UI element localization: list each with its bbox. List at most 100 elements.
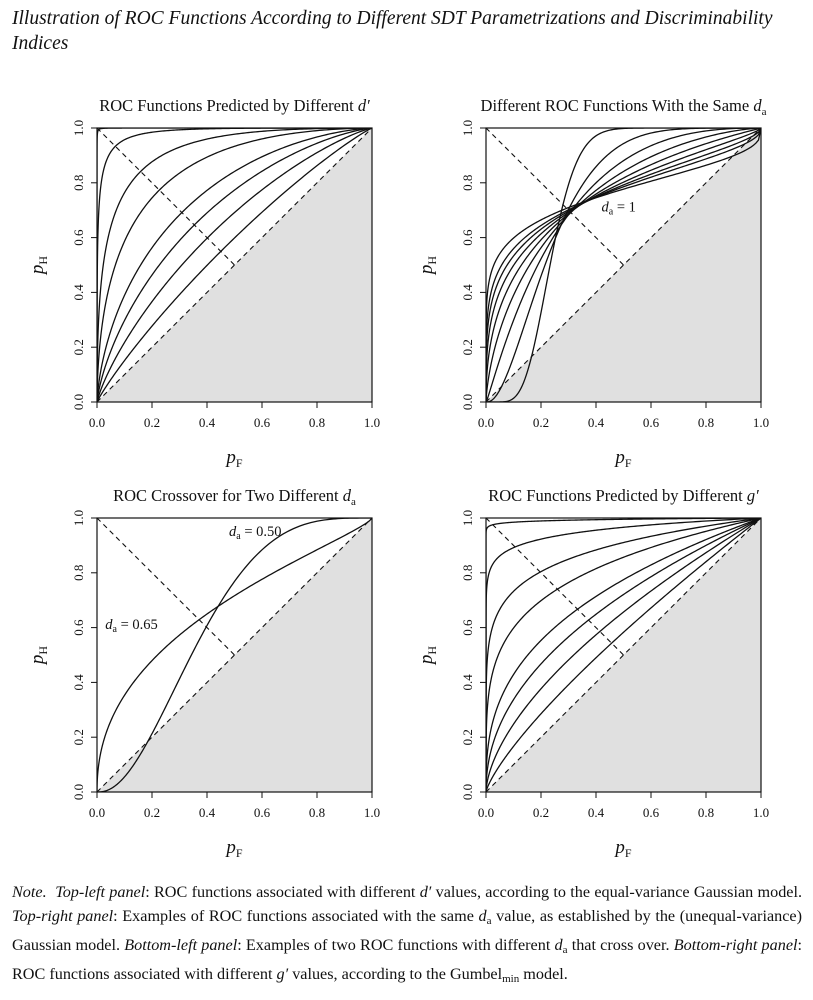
roc-curve-4	[97, 128, 372, 402]
plot-frame	[485, 127, 762, 403]
note-tr-label: Top-right panel	[12, 907, 114, 925]
note-bl-label: Bottom-left panel	[124, 936, 238, 954]
y-tick-label: 0.2	[71, 339, 86, 355]
panel-top-left: 0.0 0.2 0.4 0.6 0.8 1.00.00.20.40.60.81.0pFpH…	[27, 96, 380, 470]
x-axis-label-sub: F	[236, 456, 243, 470]
roc-curve-7	[486, 128, 761, 402]
annotation-value: = 0.65	[117, 617, 158, 633]
panel-top-right: 0.0 0.2 0.4 0.6 0.8 1.00.00.20.40.60.81.0pFpH…	[416, 96, 769, 470]
y-tick-label: 1.0	[71, 120, 86, 136]
note-tl-text-a: : ROC functions associated with differen…	[145, 883, 420, 901]
annotation-sub: a	[609, 207, 614, 218]
x-tick-label: 0.4	[588, 805, 605, 820]
x-tick-label: 0.4	[588, 415, 605, 430]
roc-curve-8	[486, 128, 761, 402]
y-axis-label-main: p	[27, 655, 48, 667]
x-tick-label: 0.8	[309, 805, 325, 820]
y-axis-label-sub: H	[425, 646, 439, 655]
note-gprime: g′	[276, 965, 289, 983]
roc-curves	[486, 518, 761, 792]
panel-title: ROC Crossover for Two Different da	[113, 486, 356, 508]
roc-curve-3	[486, 128, 761, 402]
roc-curve-5	[97, 128, 372, 402]
x-tick-label: 0.6	[254, 805, 271, 820]
panel-title-text: ROC Functions Predicted by Different	[99, 96, 358, 115]
roc-curve-7	[486, 518, 761, 792]
y-tick-label: 1.0	[71, 510, 86, 526]
x-tick-label: 0.0	[89, 805, 105, 820]
note-label: Note.	[12, 883, 47, 901]
y-axis-label: pH	[27, 646, 50, 667]
x-axis-label-main: p	[224, 447, 236, 468]
panel-title-text: Different ROC Functions With the Same	[481, 96, 754, 115]
panel-title-symbol: d	[753, 96, 762, 115]
y-tick-label: 0.6	[71, 619, 86, 636]
note-da-symbol: d	[478, 907, 487, 925]
y-tick-label: 0.4	[71, 674, 86, 691]
roc-curve-2	[97, 518, 372, 792]
plot-frame	[485, 517, 762, 793]
panel-title-text: ROC Crossover for Two Different	[113, 486, 343, 505]
panel-title: ROC Functions Predicted by Different g′	[488, 486, 759, 505]
note-tr-text-b: value, as established by the (unequal-va…	[12, 907, 802, 954]
roc-curve-4	[486, 518, 761, 792]
note-gumbel-sub: min	[502, 973, 520, 985]
x-axis-label: pF	[613, 837, 632, 860]
roc-curve-6	[486, 518, 761, 792]
y-tick-label: 0.0	[460, 784, 475, 800]
y-tick-label: 0.2	[71, 729, 86, 745]
y-tick-label: 0.8	[460, 175, 475, 191]
note-tl-label: Top-left panel	[55, 883, 146, 901]
y-tick-label: 0.4	[71, 284, 86, 301]
annotation-value: = 0.50	[241, 524, 282, 540]
y-tick-label: 0.6	[71, 229, 86, 246]
plot-frame	[96, 517, 373, 793]
negative-diagonal	[485, 517, 624, 656]
x-axis-label: pF	[224, 447, 243, 470]
panel-title-text: ROC Functions Predicted by Different	[488, 486, 747, 505]
y-tick-label: 0.0	[71, 394, 86, 410]
note-dprime: d′	[419, 883, 432, 901]
x-tick-label: 0.6	[643, 805, 660, 820]
note-tl-text-b: values, according to the equal-variance …	[431, 883, 803, 901]
x-tick-label: 0.2	[533, 805, 549, 820]
y-tick-label: 0.8	[71, 565, 86, 581]
y-axis-label-main: p	[27, 265, 48, 277]
roc-curve-8	[486, 518, 761, 792]
roc-curve-2	[486, 518, 761, 792]
roc-curve-6	[486, 128, 761, 402]
chance-diagonal	[96, 127, 373, 403]
x-tick-label: 0.2	[144, 805, 160, 820]
y-tick-label: 0.0	[71, 784, 86, 800]
figure-title: Illustration of ROC Functions According …	[12, 8, 773, 54]
y-tick-label: 0.2	[460, 729, 475, 745]
y-tick-label: 0.4	[460, 674, 475, 691]
annotation-symbol: d	[229, 524, 237, 540]
panel-title-symbol: d	[343, 486, 352, 505]
note-tr-text-a: : Examples of ROC functions associated w…	[113, 907, 479, 925]
panel-title: Different ROC Functions With the Same da	[481, 96, 767, 118]
roc-curve-3	[97, 128, 372, 402]
roc-curve-9	[486, 128, 761, 402]
x-axis-label-main: p	[613, 447, 625, 468]
note-bl-text-a: : Examples of two ROC functions with dif…	[237, 936, 555, 954]
y-tick-label: 0.8	[460, 565, 475, 581]
panel-bottom-left: 0.0 0.2 0.4 0.6 0.8 1.00.00.20.40.60.81.0pFpH…	[27, 486, 380, 860]
x-axis-label-sub: F	[236, 846, 243, 860]
roc-curve-6	[97, 128, 372, 402]
x-tick-label: 0.4	[199, 805, 216, 820]
x-tick-label: 0.0	[89, 415, 105, 430]
y-tick-label: 0.6	[460, 619, 475, 636]
annotation-sub: a	[113, 624, 118, 635]
y-axis-label-sub: H	[425, 256, 439, 265]
x-tick-label: 0.8	[698, 415, 714, 430]
roc-curve-1	[97, 128, 372, 402]
y-axis-label: pH	[416, 646, 439, 667]
roc-curve-1	[486, 518, 761, 792]
y-axis-label-sub: H	[36, 646, 50, 655]
y-tick-label: 0.2	[460, 339, 475, 355]
note-bl-text-b: that cross over.	[567, 936, 670, 954]
x-tick-label: 0.8	[309, 415, 325, 430]
y-axis-label-main: p	[416, 655, 437, 667]
roc-curve-1	[486, 128, 761, 402]
